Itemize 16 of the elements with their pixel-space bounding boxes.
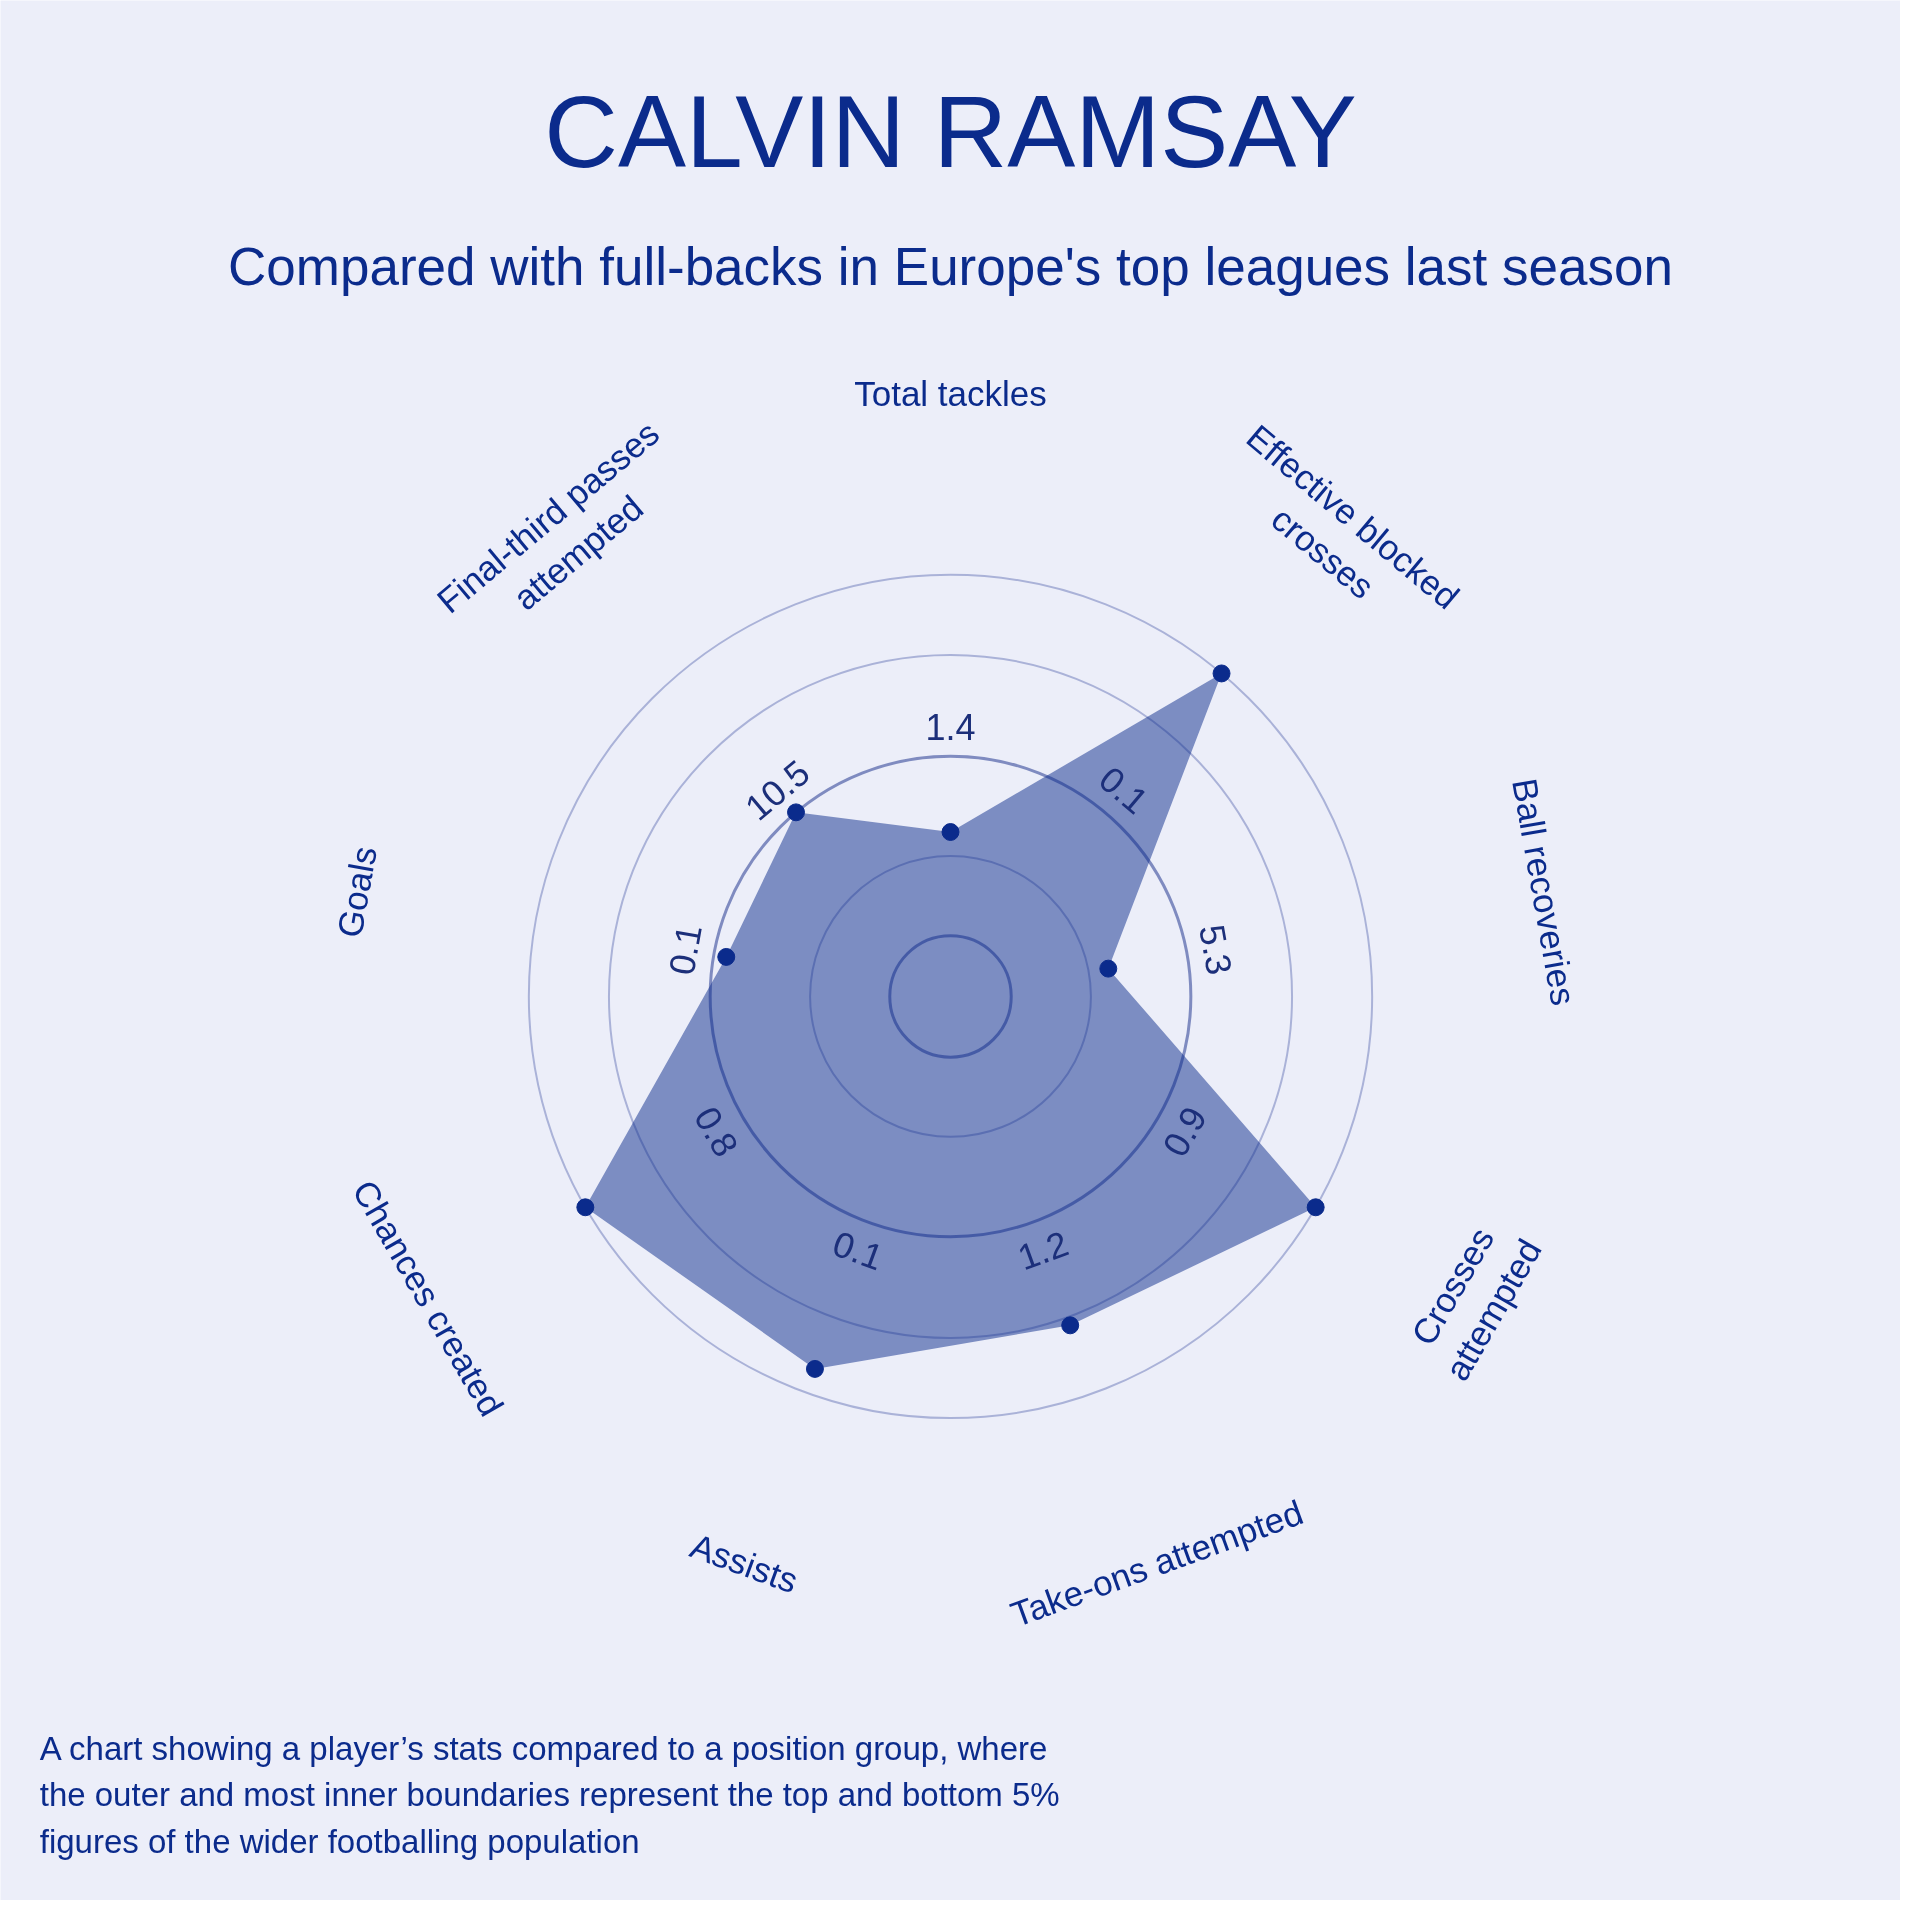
- spoke-label: Goals: [329, 843, 384, 941]
- text: A chart showing a player’s stats compared to a position group, where the outer and most inner boundaries represent the top and bottom 5% figures of the wider footballing population: [39, 1730, 1060, 1860]
- text: 0.8: [686, 1099, 747, 1164]
- text: 0.1: [827, 1222, 889, 1279]
- spoke-label: Total tackles: [854, 373, 1047, 413]
- text: 1.2: [1012, 1222, 1074, 1279]
- chart-title: CALVIN RAMSAY: [544, 75, 1357, 190]
- chart-subtitle: Compared with full-backs in Europe's top leagues last season: [228, 237, 1673, 297]
- spoke-label: Assists: [685, 1525, 804, 1601]
- text: 1.4: [925, 706, 976, 748]
- text: 10.5: [737, 751, 818, 829]
- text: 0.1: [1091, 758, 1156, 822]
- spoke-label: Ball recoveries: [1505, 775, 1584, 1009]
- text: 0.1: [660, 921, 710, 978]
- text: 0.9: [1154, 1099, 1215, 1164]
- text: 5.3: [1191, 921, 1241, 978]
